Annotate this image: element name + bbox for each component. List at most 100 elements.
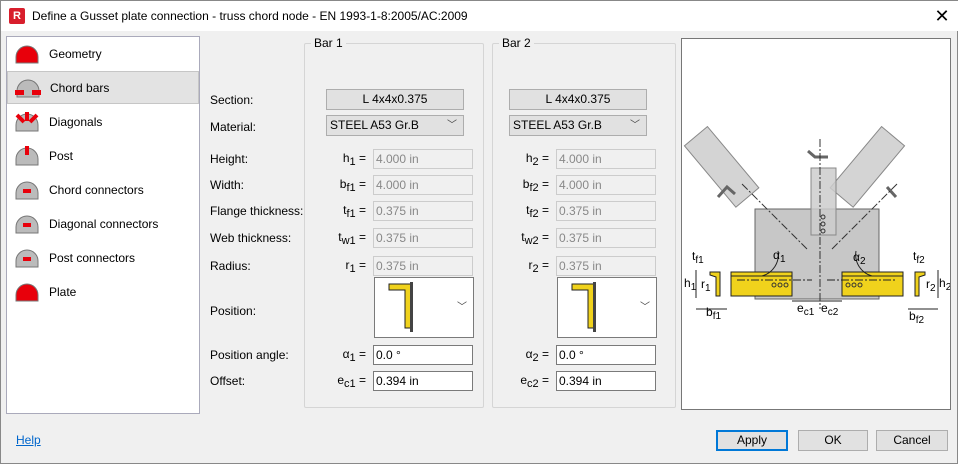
web-thickness-label: Web thickness: xyxy=(210,231,292,245)
width-label: Width: xyxy=(210,178,245,192)
sidebar-item-label: Post xyxy=(49,148,74,163)
ec1-label: ec1 xyxy=(797,301,815,318)
window-title: Define a Gusset plate connection - truss… xyxy=(32,9,468,23)
ok-button[interactable]: OK xyxy=(798,430,868,451)
radius-label: Radius: xyxy=(210,259,251,273)
h2-label: h2 xyxy=(939,276,950,293)
plate-icon xyxy=(15,283,39,301)
bar2-ec-input[interactable]: 0.394 in xyxy=(556,371,656,391)
bar2-title: Bar 2 xyxy=(499,36,534,50)
r1-label: r1 xyxy=(701,277,711,294)
bar2-tf-symbol: tf2 = xyxy=(526,203,549,220)
alpha2-label: α2 xyxy=(853,250,866,267)
bar1-bf-input: 4.000 in xyxy=(373,175,473,195)
bar2-r-symbol: r2 = xyxy=(528,258,549,275)
post-icon xyxy=(15,145,39,165)
bar1-h-input: 4.000 in xyxy=(373,149,473,169)
angle-position-icon xyxy=(388,282,413,332)
close-button[interactable]: ✕ xyxy=(934,6,950,26)
post-bar xyxy=(810,167,837,236)
bar2-tw-input: 0.375 in xyxy=(556,228,656,248)
help-link[interactable]: Help xyxy=(16,433,41,447)
bar1-ec-symbol: ec1 = xyxy=(337,373,366,390)
bar1-alpha-symbol: α1 = xyxy=(342,347,366,364)
sidebar-item-diagonal-connectors[interactable]: Diagonal connectors xyxy=(7,207,199,240)
bar1-group xyxy=(304,43,484,408)
bar1-ec-input[interactable]: 0.394 in xyxy=(373,371,473,391)
sidebar-item-plate[interactable]: Plate xyxy=(7,275,199,308)
material-label: Material: xyxy=(210,120,257,134)
sidebar-item-label: Diagonals xyxy=(49,114,103,129)
bar1-material-value: STEEL A53 Gr.B xyxy=(330,118,419,132)
offset-label: Offset: xyxy=(210,374,246,388)
post-connectors-icon xyxy=(15,249,39,267)
bar1-position-select[interactable]: ﹀ xyxy=(374,277,474,338)
sidebar-item-label: Geometry xyxy=(49,46,102,61)
chord-bars-icon xyxy=(15,79,41,97)
position-angle-label: Position angle: xyxy=(210,348,289,362)
tf1-label: tf1 xyxy=(692,249,704,266)
connection-diagram: tf1 h1 r1 bf1 α1 α2 ec1 ec2 tf2 r2 h2 bf… xyxy=(681,38,952,410)
bar1-section-button[interactable]: L 4x4x0.375 xyxy=(326,89,464,110)
position-label: Position: xyxy=(210,304,257,318)
bar1-alpha-input[interactable]: 0.0 ° xyxy=(373,345,473,365)
chevron-down-icon: ﹀ xyxy=(447,120,457,131)
r2-label: r2 xyxy=(926,277,936,294)
bar2-h-input: 4.000 in xyxy=(556,149,656,169)
bf1-label: bf1 xyxy=(706,305,721,322)
alpha1-label: α1 xyxy=(773,248,786,265)
ec2-label: ec2 xyxy=(821,301,839,318)
bar1-title: Bar 1 xyxy=(311,36,346,50)
bf2-label: bf2 xyxy=(909,309,924,326)
diagonals-icon xyxy=(15,111,39,131)
bar2-tf-input: 0.375 in xyxy=(556,201,656,221)
bar2-ec-symbol: ec2 = xyxy=(520,373,549,390)
chevron-down-icon: ﹀ xyxy=(630,120,640,131)
bar2-bf-symbol: bf2 = xyxy=(522,177,549,194)
bar2-alpha-symbol: α2 = xyxy=(525,347,549,364)
diagonal-connectors-icon xyxy=(15,215,39,233)
sidebar-item-geometry[interactable]: Geometry xyxy=(7,37,199,70)
bar2-bf-input: 4.000 in xyxy=(556,175,656,195)
tf2-label: tf2 xyxy=(913,249,925,266)
flange-thickness-label: Flange thickness: xyxy=(210,204,304,218)
sidebar-item-label: Post connectors xyxy=(49,250,136,265)
bar1-tw-symbol: tw1 = xyxy=(338,230,366,247)
chord-connectors-icon xyxy=(15,181,39,199)
section-label: Section: xyxy=(210,93,254,107)
bar1-r-input: 0.375 in xyxy=(373,256,473,276)
sidebar-item-post-connectors[interactable]: Post connectors xyxy=(7,241,199,274)
bar2-r-input: 0.375 in xyxy=(556,256,656,276)
bar2-alpha-input[interactable]: 0.0 ° xyxy=(556,345,656,365)
diagonal-right xyxy=(829,125,906,208)
bar2-group xyxy=(492,43,676,408)
bar2-position-select[interactable]: ﹀ xyxy=(557,277,657,338)
bar2-section-button[interactable]: L 4x4x0.375 xyxy=(509,89,647,110)
bar1-tf-input: 0.375 in xyxy=(373,201,473,221)
chevron-down-icon: ﹀ xyxy=(640,302,650,313)
category-list: Geometry Chord bars Diagonals Post Chord con… xyxy=(6,36,200,414)
apply-button[interactable]: Apply xyxy=(716,430,788,451)
sidebar-item-post[interactable]: Post xyxy=(7,139,199,172)
diagonal-left xyxy=(683,125,760,208)
chevron-down-icon: ﹀ xyxy=(457,302,467,313)
sidebar-item-label: Plate xyxy=(49,284,77,299)
sidebar-item-diagonals[interactable]: Diagonals xyxy=(7,105,199,138)
h1-label: h1 xyxy=(684,276,697,293)
bar2-tw-symbol: tw2 = xyxy=(521,230,549,247)
angle-position-icon xyxy=(571,282,596,332)
sidebar-item-label: Chord connectors xyxy=(49,182,144,197)
sidebar-item-label: Chord bars xyxy=(50,80,110,95)
sidebar-item-chord-connectors[interactable]: Chord connectors xyxy=(7,173,199,206)
cancel-button[interactable]: Cancel xyxy=(876,430,948,451)
height-label: Height: xyxy=(210,152,249,166)
sidebar-item-label: Diagonal connectors xyxy=(49,216,159,231)
bar1-h-symbol: h1 = xyxy=(342,151,366,168)
bar2-material-select[interactable]: STEEL A53 Gr.B ﹀ xyxy=(509,115,647,136)
bar2-material-value: STEEL A53 Gr.B xyxy=(513,118,602,132)
bar1-tw-input: 0.375 in xyxy=(373,228,473,248)
sidebar-item-chord-bars[interactable]: Chord bars xyxy=(7,71,199,104)
bar2-h-symbol: h2 = xyxy=(525,151,549,168)
bar1-r-symbol: r1 = xyxy=(345,258,366,275)
bar1-material-select[interactable]: STEEL A53 Gr.B ﹀ xyxy=(326,115,464,136)
